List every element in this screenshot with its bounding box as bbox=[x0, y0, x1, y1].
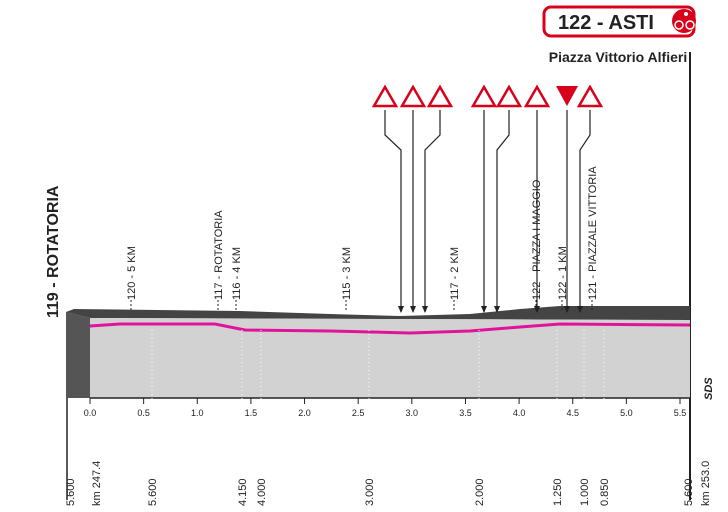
finish-place: Piazza Vittorio Alfieri bbox=[549, 49, 687, 65]
km-label: 5.5 bbox=[674, 408, 687, 418]
arrow bbox=[424, 110, 441, 312]
km-label: 1.5 bbox=[245, 408, 258, 418]
distance-label: 1.250 bbox=[552, 478, 564, 506]
waypoint-label: 122 - PIAZZA I MAGGIO bbox=[531, 179, 543, 300]
arrow-head bbox=[564, 306, 570, 313]
warning-sign bbox=[371, 84, 399, 108]
arrow bbox=[384, 110, 402, 312]
warning-sign bbox=[426, 84, 454, 108]
km-label: 4.5 bbox=[566, 408, 579, 418]
arrow bbox=[496, 110, 510, 312]
waypoint-label: 116 - 4 KM bbox=[231, 247, 243, 300]
distance-label: km 253.0 bbox=[700, 461, 712, 506]
icon-head bbox=[684, 12, 688, 16]
waypoint-label: 120 - 5 KM bbox=[126, 246, 138, 300]
waypoint-label: 115 - 3 KM bbox=[341, 247, 353, 300]
distance-label: 5.600 bbox=[683, 478, 695, 506]
finish-flag bbox=[556, 86, 578, 106]
waypoint-label: 122 - 1 KM bbox=[557, 246, 569, 300]
arrow bbox=[579, 110, 591, 312]
warning-sign bbox=[495, 84, 523, 108]
finish-icon bbox=[672, 9, 696, 33]
km-label: 4.0 bbox=[513, 408, 526, 418]
waypoint-label: 117 - 2 KM bbox=[449, 247, 461, 300]
km-label: 3.0 bbox=[406, 408, 419, 418]
waypoint-label: 121 - PIAZZALE VITTORIA bbox=[587, 166, 599, 300]
arrow-head bbox=[398, 306, 404, 313]
distance-label: 1.000 bbox=[579, 478, 591, 506]
distance-label: 0.850 bbox=[599, 478, 611, 506]
arrow-head bbox=[494, 306, 500, 313]
distance-label: 2.000 bbox=[474, 478, 486, 506]
profile-line bbox=[89, 322, 691, 335]
arrow-head bbox=[577, 306, 583, 313]
km-label: 0.5 bbox=[137, 408, 150, 418]
profile-body bbox=[90, 318, 690, 398]
km-label: 5.0 bbox=[620, 408, 633, 418]
warning-sign bbox=[576, 84, 604, 108]
warning-sign bbox=[523, 84, 551, 108]
distance-label: 4.000 bbox=[256, 478, 268, 506]
arrow-head bbox=[410, 306, 416, 313]
distance-label: 5.600 bbox=[65, 478, 77, 506]
waypoint-label: 117 - ROTATORIA bbox=[213, 210, 225, 300]
profile-top bbox=[66, 306, 690, 320]
credit: SDS bbox=[703, 377, 715, 400]
distance-label: 5.600 bbox=[147, 478, 159, 506]
km-label: 0.0 bbox=[84, 408, 97, 418]
km-label: 2.0 bbox=[298, 408, 311, 418]
km-label: 3.5 bbox=[459, 408, 472, 418]
km-label: 2.5 bbox=[352, 408, 365, 418]
icon-wheel bbox=[685, 20, 695, 30]
warning-sign bbox=[470, 84, 498, 108]
profile-side bbox=[66, 312, 90, 398]
arrow-head bbox=[481, 306, 487, 313]
finish-label: 122 - ASTI bbox=[558, 12, 654, 34]
distance-label: 3.000 bbox=[364, 478, 376, 506]
arrow-head bbox=[534, 306, 540, 313]
distance-label: 4.150 bbox=[237, 478, 249, 506]
icon-wheel bbox=[674, 20, 684, 30]
arrow-head bbox=[422, 306, 428, 313]
km-label: 1.0 bbox=[191, 408, 204, 418]
distance-label: km 247.4 bbox=[91, 461, 103, 506]
start-label: 119 - ROTATORIA bbox=[45, 185, 62, 318]
warning-sign bbox=[399, 84, 427, 108]
